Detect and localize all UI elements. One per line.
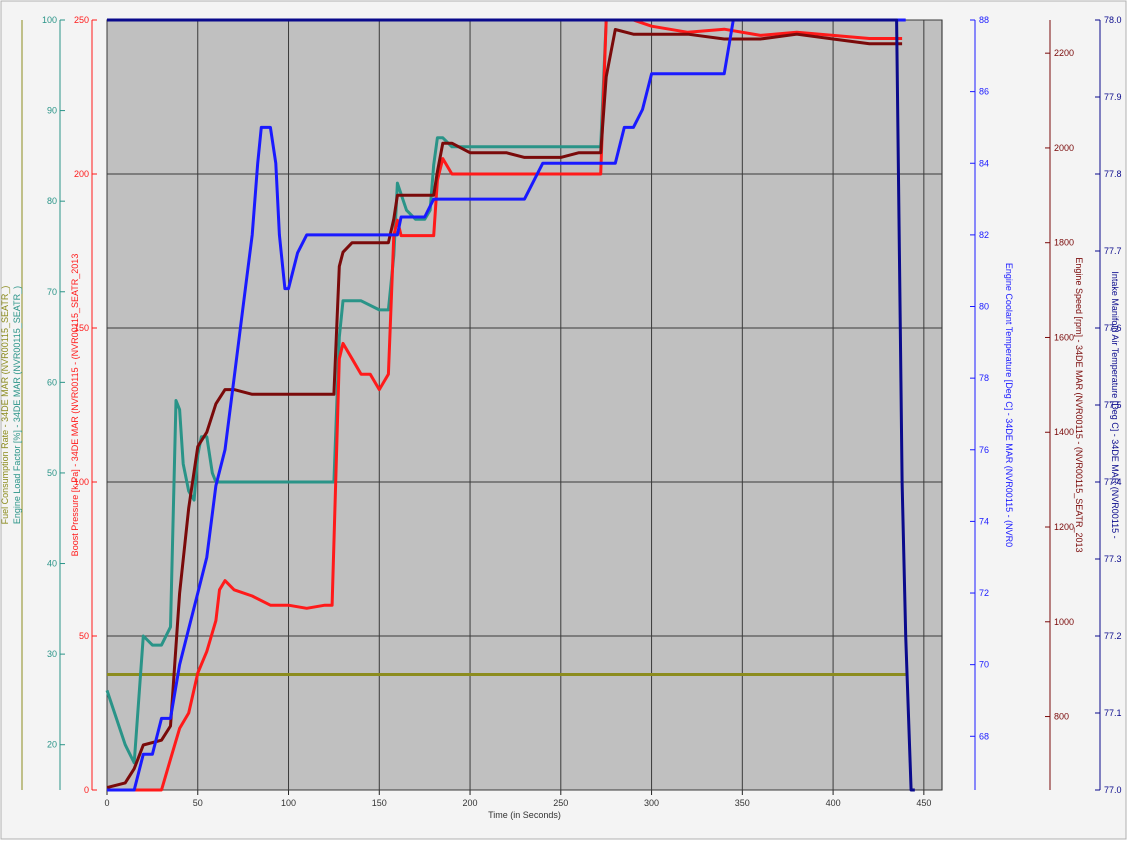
axis-title-coolant: Engine Coolant Temperature [Deg C] - 34D… bbox=[1004, 263, 1014, 547]
x-axis-label: Time (in Seconds) bbox=[488, 810, 561, 820]
x-tick-label: 100 bbox=[281, 798, 296, 808]
y-tick-label-coolant: 68 bbox=[979, 731, 989, 741]
y-tick-label-intake: 77.2 bbox=[1104, 631, 1122, 641]
y-tick-label-boost: 200 bbox=[74, 169, 89, 179]
y-tick-label-coolant: 70 bbox=[979, 660, 989, 670]
x-tick-label: 50 bbox=[193, 798, 203, 808]
y-tick-label-speed: 2000 bbox=[1054, 143, 1074, 153]
y-tick-label-intake: 77.9 bbox=[1104, 92, 1122, 102]
y-tick-label-load: 80 bbox=[47, 196, 57, 206]
y-tick-label-speed: 1200 bbox=[1054, 522, 1074, 532]
x-tick-label: 450 bbox=[916, 798, 931, 808]
y-tick-label-load: 20 bbox=[47, 740, 57, 750]
x-tick-label: 150 bbox=[372, 798, 387, 808]
y-tick-label-speed: 2200 bbox=[1054, 48, 1074, 58]
y-tick-label-load: 40 bbox=[47, 559, 57, 569]
x-tick-label: 250 bbox=[553, 798, 568, 808]
y-tick-label-load: 50 bbox=[47, 468, 57, 478]
y-tick-label-boost: 50 bbox=[79, 631, 89, 641]
y-tick-label-coolant: 80 bbox=[979, 302, 989, 312]
y-tick-label-coolant: 88 bbox=[979, 15, 989, 25]
y-tick-label-load: 70 bbox=[47, 287, 57, 297]
y-tick-label-speed: 1400 bbox=[1054, 427, 1074, 437]
axis-title-load: Engine Load Factor [%] - 34DE MAR (NVR00… bbox=[12, 286, 22, 524]
y-tick-label-boost: 0 bbox=[84, 785, 89, 795]
y-tick-label-load: 60 bbox=[47, 377, 57, 387]
y-tick-label-speed: 1600 bbox=[1054, 332, 1074, 342]
y-tick-label-intake: 77.7 bbox=[1104, 246, 1122, 256]
y-tick-label-coolant: 86 bbox=[979, 87, 989, 97]
x-tick-label: 300 bbox=[644, 798, 659, 808]
y-tick-label-coolant: 82 bbox=[979, 230, 989, 240]
axis-title-speed: Engine Speed [rpm] - 34DE MAR (NVR00115 … bbox=[1074, 257, 1084, 552]
axis-title-fuel: Fuel Consumption Rate - 34DE MAR (NVR001… bbox=[0, 286, 10, 525]
x-tick-label: 200 bbox=[463, 798, 478, 808]
y-tick-label-load: 90 bbox=[47, 106, 57, 116]
y-tick-label-coolant: 84 bbox=[979, 158, 989, 168]
y-tick-label-load: 30 bbox=[47, 649, 57, 659]
y-tick-label-intake: 77.0 bbox=[1104, 785, 1122, 795]
y-tick-label-intake: 77.3 bbox=[1104, 554, 1122, 564]
y-tick-label-coolant: 74 bbox=[979, 516, 989, 526]
y-tick-label-speed: 1800 bbox=[1054, 238, 1074, 248]
y-tick-label-coolant: 76 bbox=[979, 445, 989, 455]
y-tick-label-intake: 77.8 bbox=[1104, 169, 1122, 179]
y-tick-label-speed: 800 bbox=[1054, 712, 1069, 722]
y-tick-label-boost: 250 bbox=[74, 15, 89, 25]
axis-title-boost: Boost Pressure [k Pa] - 34DE MAR (NVR001… bbox=[70, 254, 80, 557]
x-tick-label: 0 bbox=[104, 798, 109, 808]
x-tick-label: 350 bbox=[735, 798, 750, 808]
y-tick-label-intake: 77.1 bbox=[1104, 708, 1122, 718]
y-tick-label-intake: 78.0 bbox=[1104, 15, 1122, 25]
y-tick-label-coolant: 72 bbox=[979, 588, 989, 598]
y-tick-label-load: 100 bbox=[42, 15, 57, 25]
x-tick-label: 400 bbox=[826, 798, 841, 808]
y-tick-label-coolant: 78 bbox=[979, 373, 989, 383]
y-tick-label-speed: 1000 bbox=[1054, 617, 1074, 627]
axis-title-intake: Intake Manifold Air Temperature [Deg C] … bbox=[1110, 271, 1120, 538]
